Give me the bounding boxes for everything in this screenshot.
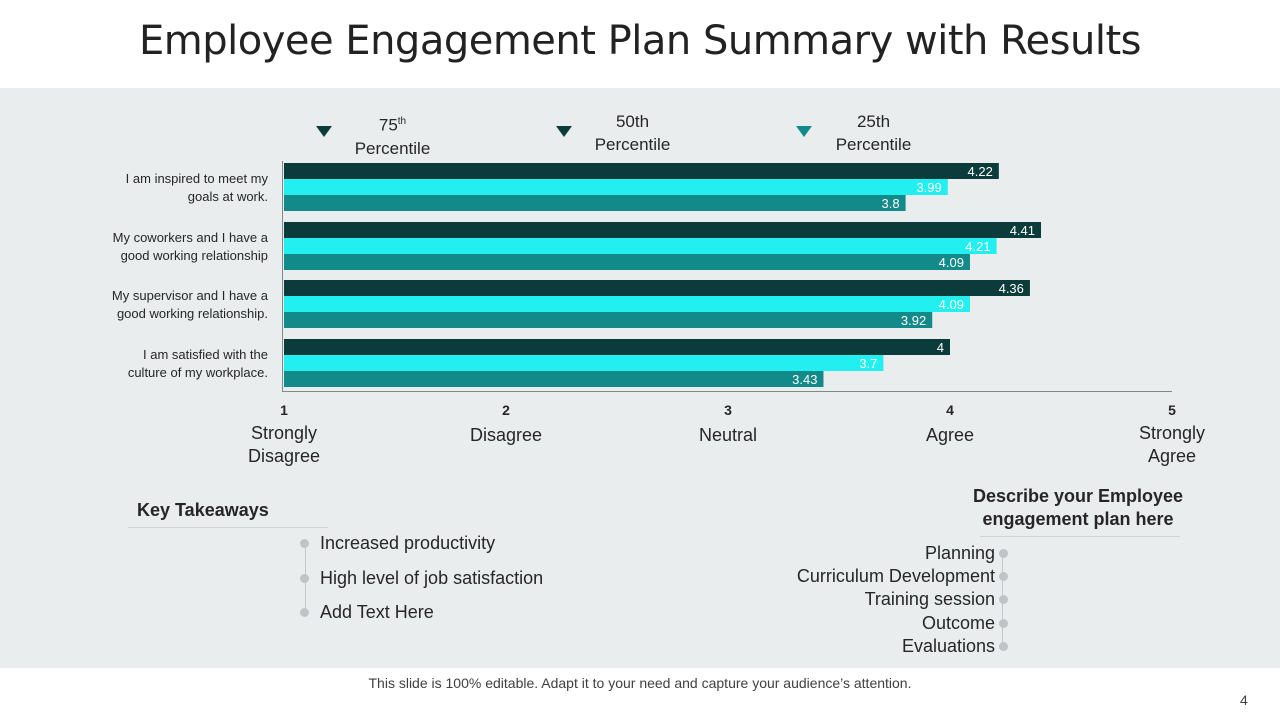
category-label: good working relationship. <box>117 306 268 321</box>
legend-marker-25th <box>796 126 812 137</box>
bullet-dot-icon <box>999 572 1008 581</box>
bar-value-label: 3.92 <box>901 313 926 328</box>
takeaway-text: Add Text Here <box>320 602 434 622</box>
bar-value-label: 4.36 <box>999 281 1024 296</box>
plan-title-line2: engagement plan here <box>982 509 1174 529</box>
category-label: My supervisor and I have a <box>112 288 269 303</box>
bar <box>284 179 948 195</box>
legend-marker-50th <box>556 126 572 137</box>
bar-value-label: 3.99 <box>916 180 941 195</box>
legend-25th-number: 25th <box>856 112 891 131</box>
x-tick-description: Strongly <box>251 423 317 443</box>
x-tick-description: Agree <box>926 425 974 445</box>
bullet-dot-icon <box>999 549 1008 558</box>
plan-item-text: Training session <box>864 589 995 609</box>
bar <box>284 280 1030 296</box>
plan-item-text: Evaluations <box>901 636 995 656</box>
bar <box>284 254 970 270</box>
bar-value-label: 4.09 <box>939 297 964 312</box>
plan-item: Evaluations <box>902 636 1008 657</box>
page-number: 4 <box>1240 692 1248 708</box>
legend-item-75th: 75th Percentile <box>340 110 445 160</box>
x-tick-label: 3 <box>724 402 732 418</box>
footer-note: This slide is 100% editable. Adapt it to… <box>368 675 912 691</box>
legend-75th-number: 75 <box>378 115 398 135</box>
bar-value-label: 3.8 <box>882 196 900 211</box>
legend-50th-label: Percentile <box>594 135 671 154</box>
takeaway-text: High level of job satisfaction <box>320 568 544 588</box>
x-tick-label: 5 <box>1168 402 1176 418</box>
x-tick-description: Agree <box>1148 446 1196 466</box>
category-label: I am satisfied with the <box>143 347 268 362</box>
bar-value-label: 3.7 <box>859 356 877 371</box>
category-label: goals at work. <box>188 189 268 204</box>
bar <box>284 339 950 355</box>
plan-item-text: Planning <box>924 543 995 563</box>
bullet-dot-icon <box>300 539 309 548</box>
legend-marker-75th <box>316 126 332 137</box>
bar <box>284 312 933 328</box>
plan-item: Outcome <box>922 613 1008 634</box>
category-label: My coworkers and I have a <box>113 230 269 245</box>
plan-item: Planning <box>925 543 1008 564</box>
x-tick-description: Disagree <box>248 446 320 466</box>
bullet-dot-icon <box>999 619 1008 628</box>
legend-50th-number: 50th <box>615 112 650 131</box>
takeaway-item: High level of job satisfaction <box>300 568 543 589</box>
bar-value-label: 4.22 <box>968 164 993 179</box>
bar <box>284 238 997 254</box>
key-takeaways-divider <box>128 527 328 528</box>
takeaway-item: Increased productivity <box>300 533 495 554</box>
legend-75th-sup: th <box>397 116 407 127</box>
plan-title: Describe your Employee engagement plan h… <box>940 485 1216 531</box>
plan-item: Training session <box>865 589 1008 610</box>
plan-item-text: Curriculum Development <box>796 566 995 586</box>
bar <box>284 371 824 387</box>
x-tick-label: 2 <box>502 402 510 418</box>
bar <box>284 195 906 211</box>
bar-value-label: 4.41 <box>1010 223 1035 238</box>
bullet-dot-icon <box>300 608 309 617</box>
bar-value-label: 4.21 <box>965 239 990 254</box>
slide-title: Employee Engagement Plan Summary with Re… <box>138 18 1142 64</box>
bar-value-label: 3.43 <box>792 372 817 387</box>
plan-title-line1: Describe your Employee <box>972 486 1184 506</box>
legend-item-25th: 25th Percentile <box>821 110 926 156</box>
category-label: culture of my workplace. <box>128 365 268 380</box>
legend-item-50th: 50th Percentile <box>580 110 685 156</box>
bar-value-label: 4 <box>937 340 944 355</box>
plan-item-text: Outcome <box>921 613 995 633</box>
bar <box>284 355 884 371</box>
bullet-dot-icon <box>999 595 1008 604</box>
bar <box>284 163 999 179</box>
category-label: good working relationship <box>121 248 268 263</box>
bullet-dot-icon <box>300 574 309 583</box>
category-label: I am inspired to meet my <box>126 171 269 186</box>
takeaway-text: Increased productivity <box>320 533 496 553</box>
x-tick-description: Neutral <box>699 425 757 445</box>
legend-25th-label: Percentile <box>835 135 912 154</box>
bar-value-label: 4.09 <box>939 255 964 270</box>
key-takeaways-title: Key Takeaways <box>137 500 269 520</box>
bar <box>284 296 970 312</box>
x-tick-description: Disagree <box>470 425 542 445</box>
x-tick-description: Strongly <box>1139 423 1205 443</box>
x-tick-label: 1 <box>280 402 288 418</box>
plan-item: Curriculum Development <box>797 566 1008 587</box>
legend-75th-label: Percentile <box>354 138 431 158</box>
plan-divider <box>980 536 1180 537</box>
takeaway-item: Add Text Here <box>300 602 434 623</box>
bullet-dot-icon <box>999 642 1008 651</box>
bar <box>284 222 1042 238</box>
x-tick-label: 4 <box>946 402 954 418</box>
